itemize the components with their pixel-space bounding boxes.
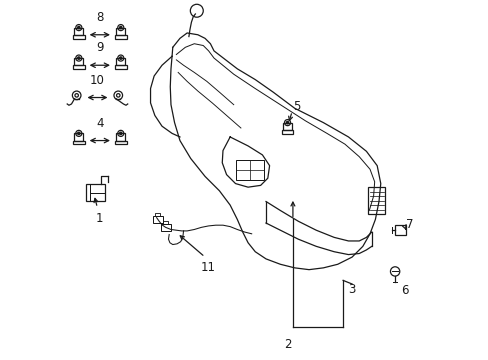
Text: 9: 9: [96, 41, 103, 54]
Text: 3: 3: [348, 283, 355, 296]
Bar: [116, 58, 125, 65]
Bar: [73, 35, 84, 39]
Bar: [116, 28, 125, 35]
Text: 4: 4: [96, 117, 103, 130]
Bar: [74, 28, 83, 35]
Bar: [73, 65, 84, 69]
Circle shape: [120, 57, 122, 59]
Bar: [367, 187, 385, 214]
Bar: [282, 123, 292, 130]
Text: 1: 1: [95, 212, 103, 225]
Bar: [281, 130, 293, 134]
Text: 8: 8: [96, 11, 103, 24]
Text: 6: 6: [401, 284, 408, 297]
Bar: [74, 134, 83, 140]
Circle shape: [78, 57, 80, 59]
Text: 11: 11: [201, 261, 216, 274]
Bar: [115, 140, 126, 144]
Circle shape: [120, 26, 122, 29]
Bar: [86, 184, 105, 201]
Bar: [160, 224, 170, 231]
Bar: [73, 140, 84, 144]
Circle shape: [78, 132, 80, 135]
Text: 7: 7: [405, 218, 412, 231]
Bar: [74, 58, 83, 65]
Bar: [235, 160, 264, 180]
Bar: [115, 65, 126, 69]
Text: 2: 2: [283, 338, 291, 351]
Bar: [152, 216, 163, 223]
Text: 5: 5: [292, 100, 300, 113]
Bar: [394, 225, 405, 235]
Bar: [115, 35, 126, 39]
Bar: [116, 134, 125, 140]
Text: 10: 10: [90, 74, 105, 87]
Circle shape: [120, 132, 122, 135]
Circle shape: [286, 121, 288, 124]
Circle shape: [78, 26, 80, 29]
